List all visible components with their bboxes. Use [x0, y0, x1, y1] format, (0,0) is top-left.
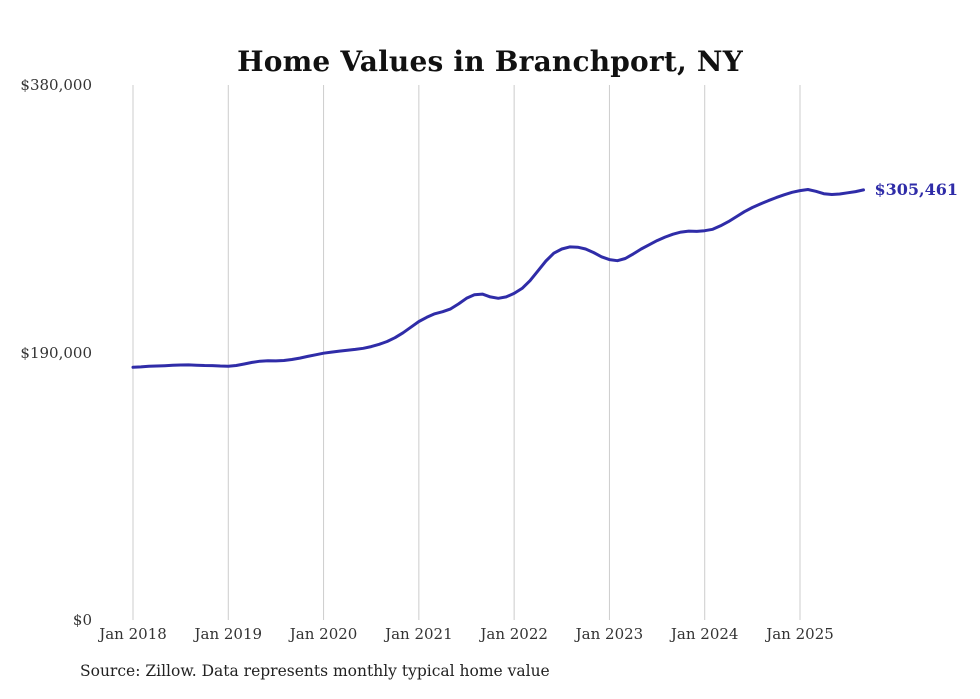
source-attribution: Source: Zillow. Data represents monthly …: [80, 662, 550, 680]
latest-value-label: $305,461: [874, 179, 959, 199]
home-value-line: [131, 188, 865, 369]
chart-title: Home Values in Branchport, NY: [237, 44, 743, 78]
